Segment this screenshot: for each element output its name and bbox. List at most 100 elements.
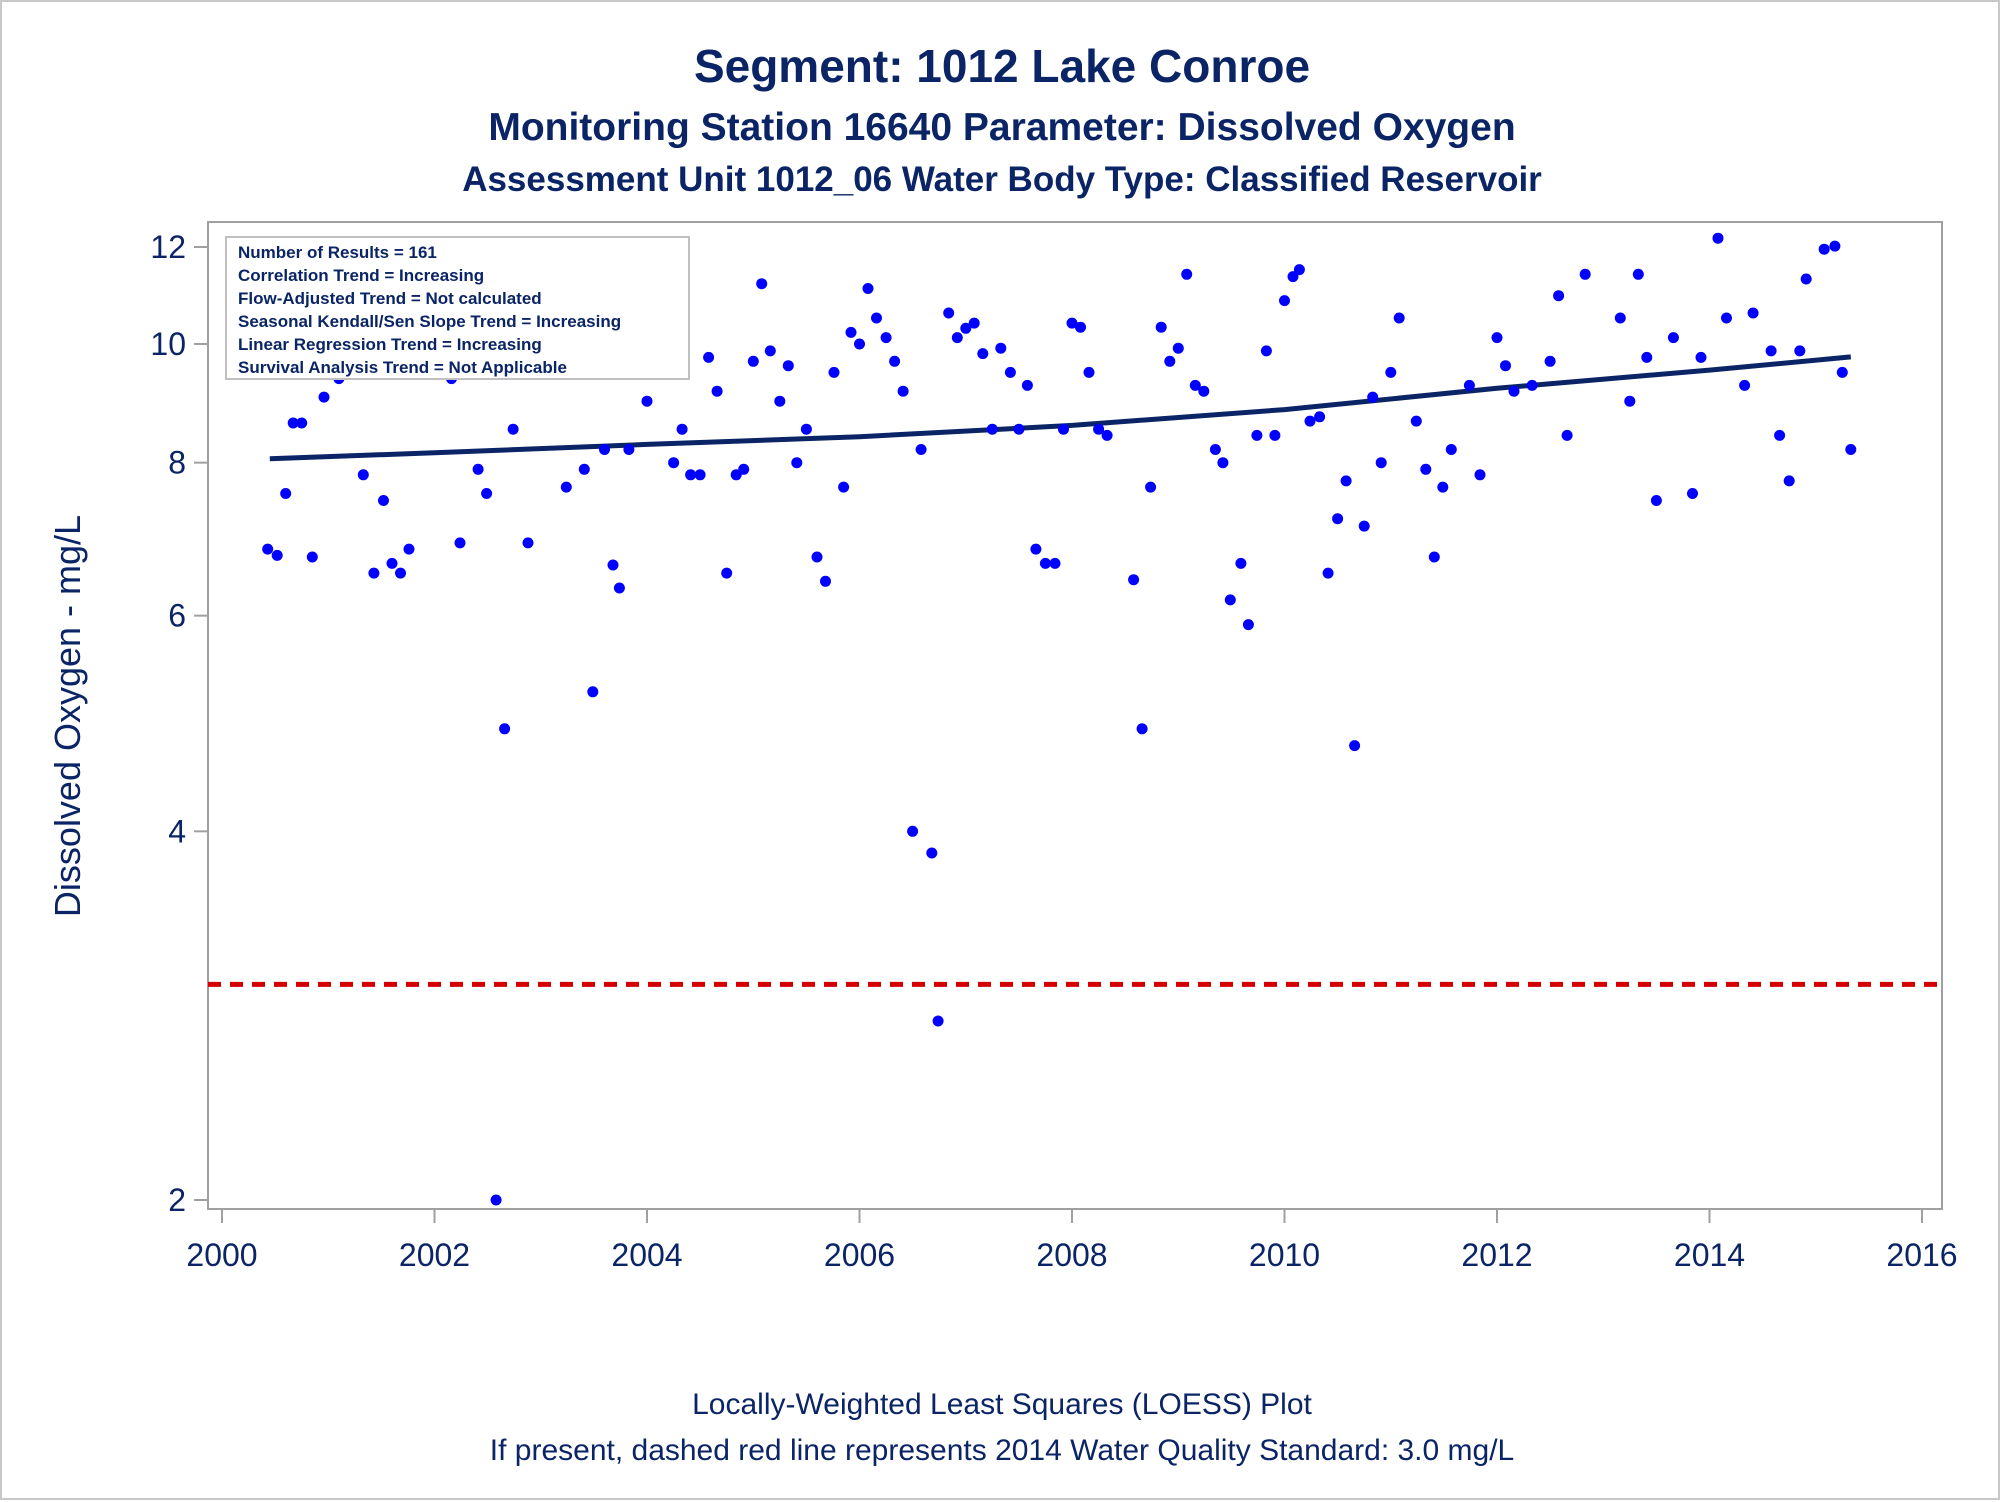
- data-point: [357, 469, 369, 481]
- data-point: [1322, 567, 1334, 579]
- data-point: [1375, 457, 1387, 469]
- data-point: [1209, 444, 1221, 455]
- data-point: [1279, 295, 1290, 307]
- data-point: [490, 1194, 502, 1206]
- data-point: [1145, 481, 1157, 493]
- data-point: [1314, 411, 1326, 423]
- x-tick-label: 2004: [611, 1237, 682, 1273]
- data-point: [951, 332, 963, 344]
- x-tick-label: 2012: [1461, 1237, 1532, 1273]
- data-point: [1774, 429, 1786, 441]
- data-point: [1189, 379, 1201, 391]
- data-point: [738, 463, 750, 475]
- data-point: [676, 423, 688, 435]
- data-point: [862, 283, 874, 294]
- info-box-line: Linear Regression Trend = Increasing: [238, 335, 542, 354]
- footnote-standard: If present, dashed red line represents 2…: [490, 1434, 1514, 1467]
- data-point: [378, 495, 389, 506]
- data-point: [1340, 475, 1352, 487]
- y-tick-label: 6: [168, 598, 186, 634]
- data-point: [1181, 268, 1193, 280]
- data-point: [1712, 232, 1724, 244]
- data-point: [1349, 740, 1361, 752]
- data-point: [1385, 366, 1397, 378]
- data-point: [454, 537, 466, 549]
- data-point: [1579, 268, 1591, 280]
- data-point: [522, 537, 534, 549]
- loess-trend-line: [269, 354, 1852, 462]
- data-point: [1198, 385, 1210, 397]
- data-point: [1695, 351, 1707, 363]
- data-point: [1614, 312, 1626, 324]
- info-box-line: Number of Results = 161: [238, 243, 437, 262]
- data-point: [845, 326, 857, 338]
- data-point: [607, 559, 619, 571]
- data-point: [1058, 423, 1069, 435]
- data-point: [1358, 520, 1370, 532]
- x-tick-label: 2008: [1036, 1237, 1107, 1273]
- data-point: [1632, 268, 1644, 280]
- x-tick-label: 2014: [1674, 1237, 1745, 1273]
- info-box-border: [225, 236, 690, 380]
- data-point: [668, 457, 680, 469]
- data-point: [1128, 574, 1140, 586]
- data-point: [774, 395, 786, 407]
- data-point: [1553, 290, 1565, 302]
- data-point: [1420, 463, 1432, 475]
- x-axis: 2000 2002 2004 2006 2008 2010 2012 2014 2016: [186, 1208, 1958, 1273]
- data-point: [782, 360, 794, 372]
- data-point: [694, 469, 706, 481]
- data-point: [1367, 391, 1379, 403]
- data-point: [1783, 475, 1795, 487]
- x-tick-label: 2010: [1249, 1237, 1320, 1273]
- data-point: [1293, 264, 1305, 276]
- data-point: [1164, 355, 1176, 367]
- data-point: [838, 481, 850, 493]
- data-point: [685, 469, 697, 481]
- data-point: [1561, 429, 1573, 441]
- data-point: [915, 444, 927, 455]
- data-point: [1667, 332, 1679, 344]
- data-point: [791, 457, 803, 469]
- data-point: [977, 348, 989, 360]
- data-point: [1049, 557, 1061, 569]
- footnote-loess: Locally-Weighted Least Squares (LOESS) P…: [692, 1388, 1312, 1421]
- data-point: [1474, 469, 1486, 481]
- info-box-line: Flow-Adjusted Trend = Not calculated: [238, 289, 542, 308]
- data-point: [1136, 723, 1148, 735]
- data-point: [756, 278, 768, 290]
- data-point: [1332, 513, 1344, 525]
- data-point: [889, 355, 901, 367]
- data-point: [747, 355, 759, 367]
- data-point: [386, 557, 398, 569]
- data-point: [623, 444, 635, 455]
- data-point: [995, 342, 1007, 354]
- trend-info-box: Number of Results = 161 Correlation Trend…: [225, 236, 690, 380]
- x-tick-label: 2002: [399, 1237, 470, 1273]
- data-point: [1845, 444, 1857, 455]
- y-tick-label: 8: [168, 445, 186, 481]
- data-point: [368, 567, 380, 579]
- data-point: [1217, 457, 1229, 469]
- data-point: [1836, 366, 1848, 378]
- data-point: [271, 549, 283, 561]
- data-point: [1508, 385, 1520, 397]
- data-point: [560, 481, 572, 493]
- data-point: [1224, 594, 1236, 606]
- data-point: [1030, 543, 1042, 555]
- data-points: [262, 232, 1857, 1206]
- data-point: [1747, 307, 1759, 319]
- data-point: [472, 463, 484, 475]
- data-point: [764, 345, 776, 357]
- chart-subtitle-assessment: Assessment Unit 1012_06 Water Body Type:…: [462, 160, 1542, 199]
- data-point: [1039, 557, 1051, 569]
- data-point: [1083, 366, 1095, 378]
- data-point: [262, 543, 274, 555]
- data-point: [1765, 345, 1777, 357]
- data-point: [1437, 481, 1449, 493]
- y-tick-label: 10: [150, 326, 186, 362]
- data-point: [1066, 317, 1078, 329]
- data-point: [1721, 312, 1732, 324]
- data-point: [1463, 379, 1475, 391]
